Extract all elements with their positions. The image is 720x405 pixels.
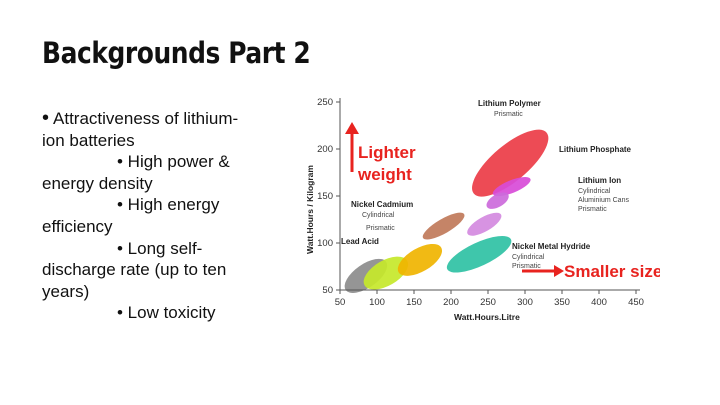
x-tick-label: 250 xyxy=(480,297,496,308)
smaller-size-label: Smaller size xyxy=(564,262,660,281)
label-nickel-cadmium-sub1: Cylindrical xyxy=(362,212,395,219)
y-tick-label: 250 xyxy=(317,97,333,108)
x-tick-label: 100 xyxy=(369,297,385,308)
slide-title: Backgrounds Part 2 xyxy=(42,36,311,70)
label-lithium-ion-sub2: Aluminium Cans xyxy=(578,197,629,204)
y-tick-label: 100 xyxy=(317,238,333,249)
region-ellipse-lithium-ion xyxy=(486,192,509,209)
lighter-label: Lighter xyxy=(358,143,416,162)
label-nimh: Nickel Metal Hydride xyxy=(512,242,591,251)
x-tick-label: 450 xyxy=(628,297,644,308)
bullet-line: years) xyxy=(42,281,90,301)
smaller-size-annotation: Smaller size xyxy=(522,262,660,281)
region-ellipse-lithium-phosphate xyxy=(492,177,531,197)
x-tick-label: 350 xyxy=(554,297,570,308)
label-lithium-polymer: Lithium Polymer xyxy=(478,99,541,108)
label-lithium-ion: Lithium Ion xyxy=(578,176,621,185)
bullet-list: • Attractiveness of lithium- ion batterie… xyxy=(42,107,274,324)
label-lithium-polymer-sub: Prismatic xyxy=(494,111,523,118)
bullet-line: energy density xyxy=(42,173,153,193)
x-tick-label: 50 xyxy=(335,297,346,308)
x-tick-label: 300 xyxy=(517,297,533,308)
y-tick-label: 200 xyxy=(317,144,333,155)
weight-label: weight xyxy=(357,165,412,184)
up-arrow-head-icon xyxy=(345,122,359,134)
region-ellipse-region-2 xyxy=(397,243,443,276)
bullet-text: Attractiveness of lithium- xyxy=(53,109,239,128)
label-nickel-cadmium-sub2: Prismatic xyxy=(366,225,395,232)
battery-chart: 50 100 150 200 250 50 100 150 200 250 300 350 400 450… xyxy=(300,94,660,326)
x-tick-label: 400 xyxy=(591,297,607,308)
region-ellipses xyxy=(344,129,549,293)
right-arrow-head-icon xyxy=(554,265,564,277)
sub-bullet-efficiency: • High energy xyxy=(117,195,220,215)
battery-chart-svg: 50 100 150 200 250 50 100 150 200 250 300 350 400 450… xyxy=(305,97,660,322)
region-ellipse-region-3 xyxy=(422,212,465,240)
label-lithium-ion-sub3: Prismatic xyxy=(578,206,607,213)
region-ellipse-region-7 xyxy=(467,212,502,236)
x-tick-label: 150 xyxy=(406,297,422,308)
label-nickel-cadmium: Nickel Cadmium xyxy=(351,200,413,209)
region-ellipse-nickel-metal-hydride xyxy=(446,236,512,273)
bullet-dot: • xyxy=(42,107,50,129)
region-ellipse-lithium-polymer xyxy=(472,129,549,197)
sub-bullet-power: • High power & xyxy=(117,152,230,172)
label-nimh-sub2: Prismatic xyxy=(512,263,541,270)
region-ellipse-nickel-cadmium xyxy=(363,256,409,290)
y-axis-title: Watt.Hours / Kilogram xyxy=(305,165,315,254)
label-lithium-ion-sub1: Cylindrical xyxy=(578,188,611,195)
bullet-main-line: • Attractiveness of lithium- xyxy=(42,107,274,130)
label-lead-acid: Lead Acid xyxy=(341,237,379,246)
bullet-line: efficiency xyxy=(42,216,113,236)
y-tick-label: 150 xyxy=(317,191,333,202)
x-axis-title: Watt.Hours.Litre xyxy=(454,312,520,322)
bullet-line: ion batteries xyxy=(42,130,135,150)
chart-axes: 50 100 150 200 250 50 100 150 200 250 300 350 400 450 xyxy=(317,97,644,308)
bullet-line: discharge rate (up to ten xyxy=(42,260,227,280)
label-nimh-sub1: Cylindrical xyxy=(512,254,545,261)
y-tick-label: 50 xyxy=(322,285,333,296)
sub-bullet-discharge: • Long self- xyxy=(117,238,203,258)
label-lithium-phosphate: Lithium Phosphate xyxy=(559,145,632,154)
x-tick-label: 200 xyxy=(443,297,459,308)
sub-bullet-toxicity: • Low toxicity xyxy=(117,303,216,323)
lighter-weight-annotation: Lighter weight xyxy=(345,122,416,184)
